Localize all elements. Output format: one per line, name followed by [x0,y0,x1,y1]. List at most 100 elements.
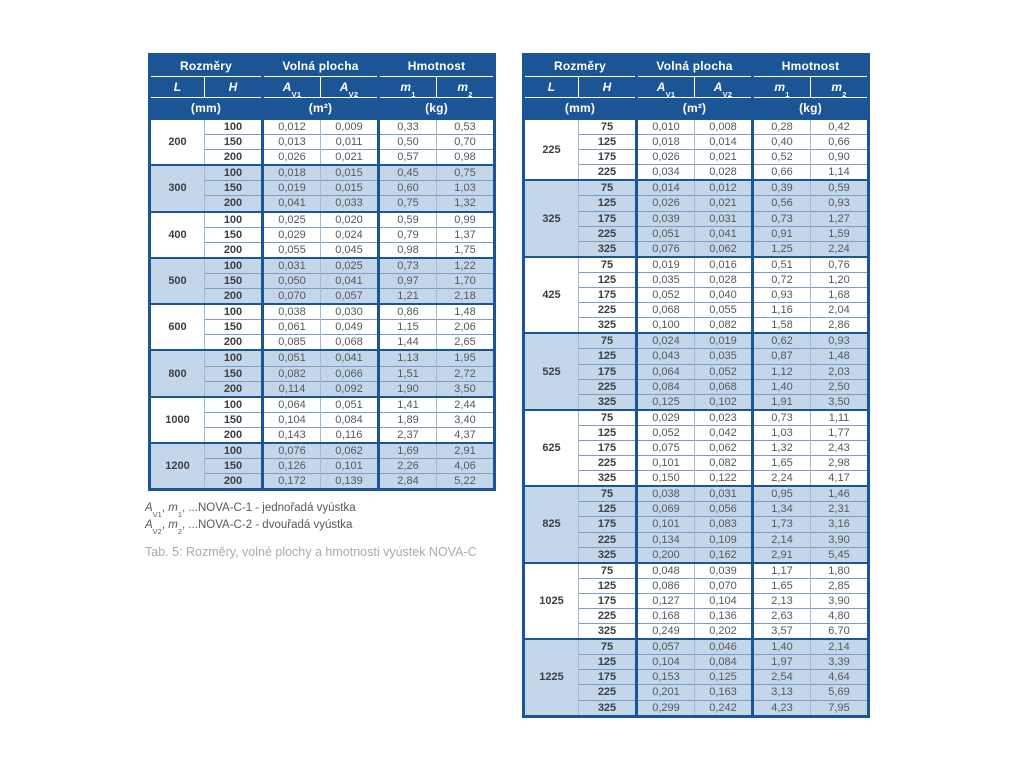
weight-m1-cell: 0,57 [377,149,437,166]
weight-m1-cell: 2,26 [377,458,437,474]
weight-m1-cell: 0,86 [377,303,437,320]
H-symbol: H [228,80,238,94]
weight-m2-cell: 0,93 [810,195,869,212]
free-area-v1-cell: 0,024 [635,332,695,349]
weight-m1-cell: 0,51 [751,255,811,273]
free-area-v2-cell: 0,051 [320,395,379,413]
height-cell: 325 [578,623,637,640]
weight-m2-cell: 0,98 [436,149,495,166]
free-area-v2-cell: 0,019 [694,332,753,349]
free-area-v2-cell: 0,040 [694,287,753,303]
free-area-v1-cell: 0,019 [261,180,321,196]
height-cell: 150 [204,365,263,382]
length-cell: 200 [149,117,205,166]
table-row: 325 0,076 0,062 1,25 2,24 [524,240,869,257]
height-cell: 200 [204,241,263,258]
height-cell: 100 [204,210,263,228]
table-row: 500 100 0,031 0,025 0,73 1,22 [149,256,495,305]
length-cell: 1000 [149,395,205,443]
unit-m2-label: (m²) [308,101,333,115]
free-area-v1-cell: 0,068 [635,302,695,318]
height-cell: 175 [578,592,637,609]
weight-m2-cell: 5,45 [810,546,869,563]
weight-m2-cell: 3,50 [810,393,869,410]
v2-subscript: V2 [348,90,359,100]
table-row: 800 100 0,051 0,041 1,13 1,95 [149,349,495,397]
free-area-v1-cell: 0,076 [261,441,321,459]
free-area-v2-cell: 0,014 [694,134,753,150]
weight-m1-cell: 0,45 [377,164,437,181]
free-area-v2-cell: 0,016 [694,255,753,273]
height-cell: 75 [578,179,637,196]
unit-header-m2: (m²) [635,97,753,120]
free-area-v2-cell: 0,062 [694,240,753,257]
height-cell: 100 [204,303,263,320]
free-area-v2-cell: 0,122 [694,470,753,487]
free-area-v2-cell: 0,056 [694,501,753,517]
free-area-v1-cell: 0,029 [261,226,321,243]
unit-header-kg: (kg) [751,97,869,120]
weight-m2-cell: 2,03 [810,363,869,380]
H-symbol: H [602,80,612,94]
weight-m1-cell: 0,56 [751,195,811,212]
free-area-v1-cell: 0,200 [635,546,695,563]
unit-kg-label: (kg) [425,101,448,115]
free-area-v1-cell: 0,043 [635,348,695,364]
weight-m1-cell: 1,15 [377,319,437,335]
free-area-v2-cell: 0,062 [320,441,379,459]
weight-m1-cell: 1,58 [751,317,811,334]
height-cell: 225 [578,455,637,471]
height-cell: 200 [204,288,263,305]
weight-m2-cell: 5,69 [810,684,869,701]
weight-m2-cell: 7,95 [810,699,869,717]
weight-m1-cell: 2,91 [751,546,811,563]
free-area-v2-cell: 0,052 [694,363,753,380]
free-area-v2-cell: 0,062 [694,439,753,456]
m-symbol: m [400,80,412,94]
height-cell: 200 [204,473,263,490]
m1-subscript: 1 [411,90,416,100]
free-area-v1-cell: 0,249 [635,623,695,640]
height-cell: 225 [578,225,637,242]
unit-kg-label: (kg) [799,101,822,115]
table-row: 225 0,068 0,055 1,16 2,04 [524,302,869,318]
left-table-body: 200 100 0,012 0,009 0,33 0,53 150 0,013 0,011 0,5… [149,117,495,490]
weight-m1-cell: 1,65 [751,577,811,594]
weight-m1-cell: 0,40 [751,134,811,150]
unit-header-kg: (kg) [377,97,495,120]
weight-m2-cell: 1,22 [436,256,495,274]
height-cell: 225 [578,302,637,318]
height-cell: 100 [204,395,263,413]
unit-header-mm: (mm) [523,97,637,120]
weight-m1-cell: 3,13 [751,684,811,701]
weight-m2-cell: 0,99 [436,210,495,228]
weight-m1-cell: 1,69 [377,441,437,459]
free-area-v2-cell: 0,008 [694,118,753,135]
weight-m2-cell: 3,40 [436,411,495,428]
weight-m2-cell: 1,95 [436,349,495,366]
height-cell: 150 [204,134,263,150]
free-area-v2-cell: 0,046 [694,638,753,655]
free-area-v1-cell: 0,018 [261,164,321,181]
table-row: 225 75 0,010 0,008 0,28 0,42 [523,117,869,181]
table-row: 125 0,035 0,028 0,72 1,20 [524,271,869,288]
height-cell: 125 [578,577,637,594]
free-area-v2-cell: 0,242 [694,699,753,717]
free-area-v2-cell: 0,021 [694,195,753,212]
weight-m2-cell: 0,90 [810,149,869,165]
right-table-body: 225 75 0,010 0,008 0,28 0,42 125 0,018 0,014 0,40… [523,117,869,717]
height-cell: 150 [204,180,263,196]
weight-m1-cell: 1,21 [377,288,437,305]
weight-m2-cell: 1,68 [810,287,869,303]
length-cell: 400 [149,210,205,258]
table-row: 200 0,070 0,057 1,21 2,18 [150,288,495,305]
col-header-av2: AV2 [320,76,379,100]
free-area-v1-cell: 0,125 [635,393,695,410]
free-area-v2-cell: 0,066 [320,365,379,382]
height-cell: 225 [578,607,637,624]
free-area-v2-cell: 0,030 [320,303,379,320]
free-area-v1-cell: 0,052 [635,424,695,441]
free-area-v2-cell: 0,055 [694,302,753,318]
free-area-v1-cell: 0,076 [635,240,695,257]
table-row: 225 0,101 0,082 1,65 2,98 [524,455,869,471]
